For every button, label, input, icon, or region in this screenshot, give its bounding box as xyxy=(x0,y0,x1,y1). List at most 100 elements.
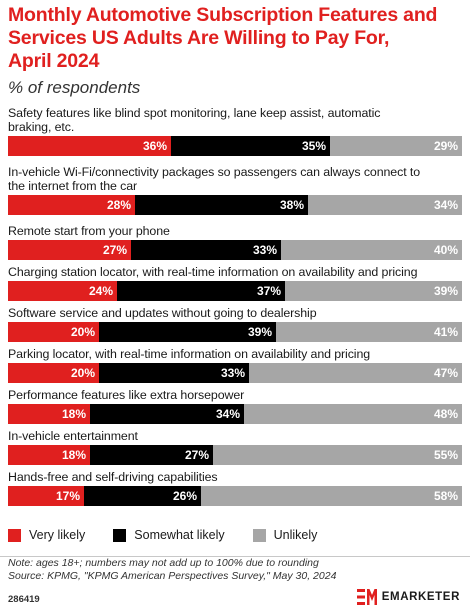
data-label: 17% xyxy=(55,489,80,503)
bar-segment-very-likely: 20% xyxy=(8,322,99,342)
bar-segment-very-likely: 28% xyxy=(8,195,135,215)
bar-segment-somewhat-likely: 38% xyxy=(135,195,308,215)
chart-row: Performance features like extra horsepow… xyxy=(8,388,462,424)
legend-label: Unlikely xyxy=(273,528,318,542)
chart-row: In-vehicle Wi-Fi/connectivity packages s… xyxy=(8,165,462,215)
data-label: 47% xyxy=(433,366,458,380)
bar-segment-somewhat-likely: 34% xyxy=(90,404,244,424)
stacked-bar: 20% 39% 41% xyxy=(8,322,462,342)
chart-id: 286419 xyxy=(8,594,40,605)
category-label: In-vehicle entertainment xyxy=(8,429,138,443)
footer-notes: Note: ages 18+; numbers may not add up t… xyxy=(8,557,336,582)
bar-segment-very-likely: 24% xyxy=(8,281,117,301)
bar-segment-unlikely: 41% xyxy=(276,322,462,342)
data-label: 27% xyxy=(102,243,127,257)
legend-item: Somewhat likely xyxy=(113,528,225,542)
data-label: 37% xyxy=(256,284,281,298)
bar-segment-somewhat-likely: 33% xyxy=(131,240,281,260)
legend-swatch xyxy=(113,528,127,542)
stacked-bar: 18% 27% 55% xyxy=(8,445,462,465)
bar-segment-unlikely: 47% xyxy=(249,363,462,383)
chart-row: In-vehicle entertainment 18% 27% 55% xyxy=(8,429,462,465)
stacked-bar: 28% 38% 34% xyxy=(8,195,462,215)
data-label: 58% xyxy=(433,489,458,503)
data-label: 55% xyxy=(433,448,458,462)
data-label: 27% xyxy=(184,448,209,462)
legend-label: Very likely xyxy=(29,528,86,542)
chart-row: Charging station locator, with real-time… xyxy=(8,265,462,301)
legend-item: Unlikely xyxy=(252,528,318,542)
bar-segment-very-likely: 18% xyxy=(8,404,90,424)
bar-segment-unlikely: 34% xyxy=(308,195,462,215)
category-label: Remote start from your phone xyxy=(8,224,170,238)
bar-segment-somewhat-likely: 39% xyxy=(99,322,276,342)
data-label: 18% xyxy=(61,448,86,462)
stacked-bar: 20% 33% 47% xyxy=(8,363,462,383)
chart-subtitle: % of respondents xyxy=(8,78,141,97)
stacked-bar: 27% 33% 40% xyxy=(8,240,462,260)
chart-row: Remote start from your phone 27% 33% 40% xyxy=(8,224,462,260)
category-label: Performance features like extra horsepow… xyxy=(8,388,245,402)
legend-swatch xyxy=(252,528,266,542)
brand: EMARKETER xyxy=(356,589,460,605)
bar-segment-somewhat-likely: 26% xyxy=(84,486,201,506)
bar-segment-very-likely: 17% xyxy=(8,486,84,506)
bar-segment-very-likely: 27% xyxy=(8,240,131,260)
data-label: 26% xyxy=(172,489,197,503)
brand-name: EMARKETER xyxy=(381,591,460,603)
data-label: 28% xyxy=(106,198,131,212)
footer-note: Note: ages 18+; numbers may not add up t… xyxy=(8,557,319,569)
data-label: 36% xyxy=(142,139,167,153)
data-label: 18% xyxy=(61,407,86,421)
data-label: 38% xyxy=(279,198,304,212)
bar-segment-unlikely: 48% xyxy=(244,404,462,424)
bar-segment-very-likely: 18% xyxy=(8,445,90,465)
data-label: 20% xyxy=(70,366,95,380)
category-label: Parking locator, with real-time informat… xyxy=(8,347,371,361)
bar-segment-unlikely: 39% xyxy=(285,281,462,301)
bar-segment-very-likely: 20% xyxy=(8,363,99,383)
legend-swatch xyxy=(8,528,21,542)
chart-row: Parking locator, with real-time informat… xyxy=(8,347,462,383)
data-label: 39% xyxy=(433,284,458,298)
data-label: 20% xyxy=(70,325,95,339)
category-label: Software service and updates without goi… xyxy=(8,306,317,320)
data-label: 33% xyxy=(220,366,245,380)
stacked-bar: 24% 37% 39% xyxy=(8,281,462,301)
chart-title: Monthly Automotive Subscription Features… xyxy=(8,4,438,72)
legend-label: Somewhat likely xyxy=(134,528,225,542)
bar-segment-unlikely: 55% xyxy=(213,445,462,465)
data-label: 34% xyxy=(215,407,240,421)
data-label: 24% xyxy=(88,284,113,298)
bar-segment-unlikely: 29% xyxy=(330,136,462,156)
bar-segment-unlikely: 40% xyxy=(281,240,462,260)
legend-item: Very likely xyxy=(8,528,85,542)
category-label: In-vehicle Wi-Fi/connectivity packages s… xyxy=(8,165,421,193)
data-label: 39% xyxy=(247,325,272,339)
chart-row: Software service and updates without goi… xyxy=(8,306,462,342)
data-label: 34% xyxy=(433,198,458,212)
stacked-bar: 17% 26% 58% xyxy=(8,486,462,506)
bar-segment-somewhat-likely: 27% xyxy=(90,445,213,465)
footer-source: Source: KPMG, "KPMG American Perspective… xyxy=(8,569,337,582)
stacked-bar: 18% 34% 48% xyxy=(8,404,462,424)
chart-row: Hands-free and self-driving capabilities… xyxy=(8,470,462,506)
bar-segment-somewhat-likely: 37% xyxy=(117,281,285,301)
bar-segment-somewhat-likely: 35% xyxy=(171,136,330,156)
data-label: 29% xyxy=(433,139,458,153)
data-label: 41% xyxy=(433,325,458,339)
data-label: 33% xyxy=(252,243,277,257)
bar-segment-unlikely: 58% xyxy=(201,486,462,506)
category-label: Charging station locator, with real-time… xyxy=(8,265,418,279)
chart-row: Safety features like blind spot monitori… xyxy=(8,106,462,156)
category-label: Hands-free and self-driving capabilities xyxy=(8,470,218,484)
bar-segment-very-likely: 36% xyxy=(8,136,171,156)
bar-segment-somewhat-likely: 33% xyxy=(99,363,249,383)
chart-legend: Very likely Somewhat likely Unlikely xyxy=(8,528,345,542)
emarketer-logo-icon xyxy=(356,589,377,605)
data-label: 48% xyxy=(433,407,458,421)
footer-divider xyxy=(0,556,470,557)
stacked-bar: 36% 35% 29% xyxy=(8,136,462,156)
data-label: 35% xyxy=(301,139,326,153)
category-label: Safety features like blind spot monitori… xyxy=(8,106,381,134)
